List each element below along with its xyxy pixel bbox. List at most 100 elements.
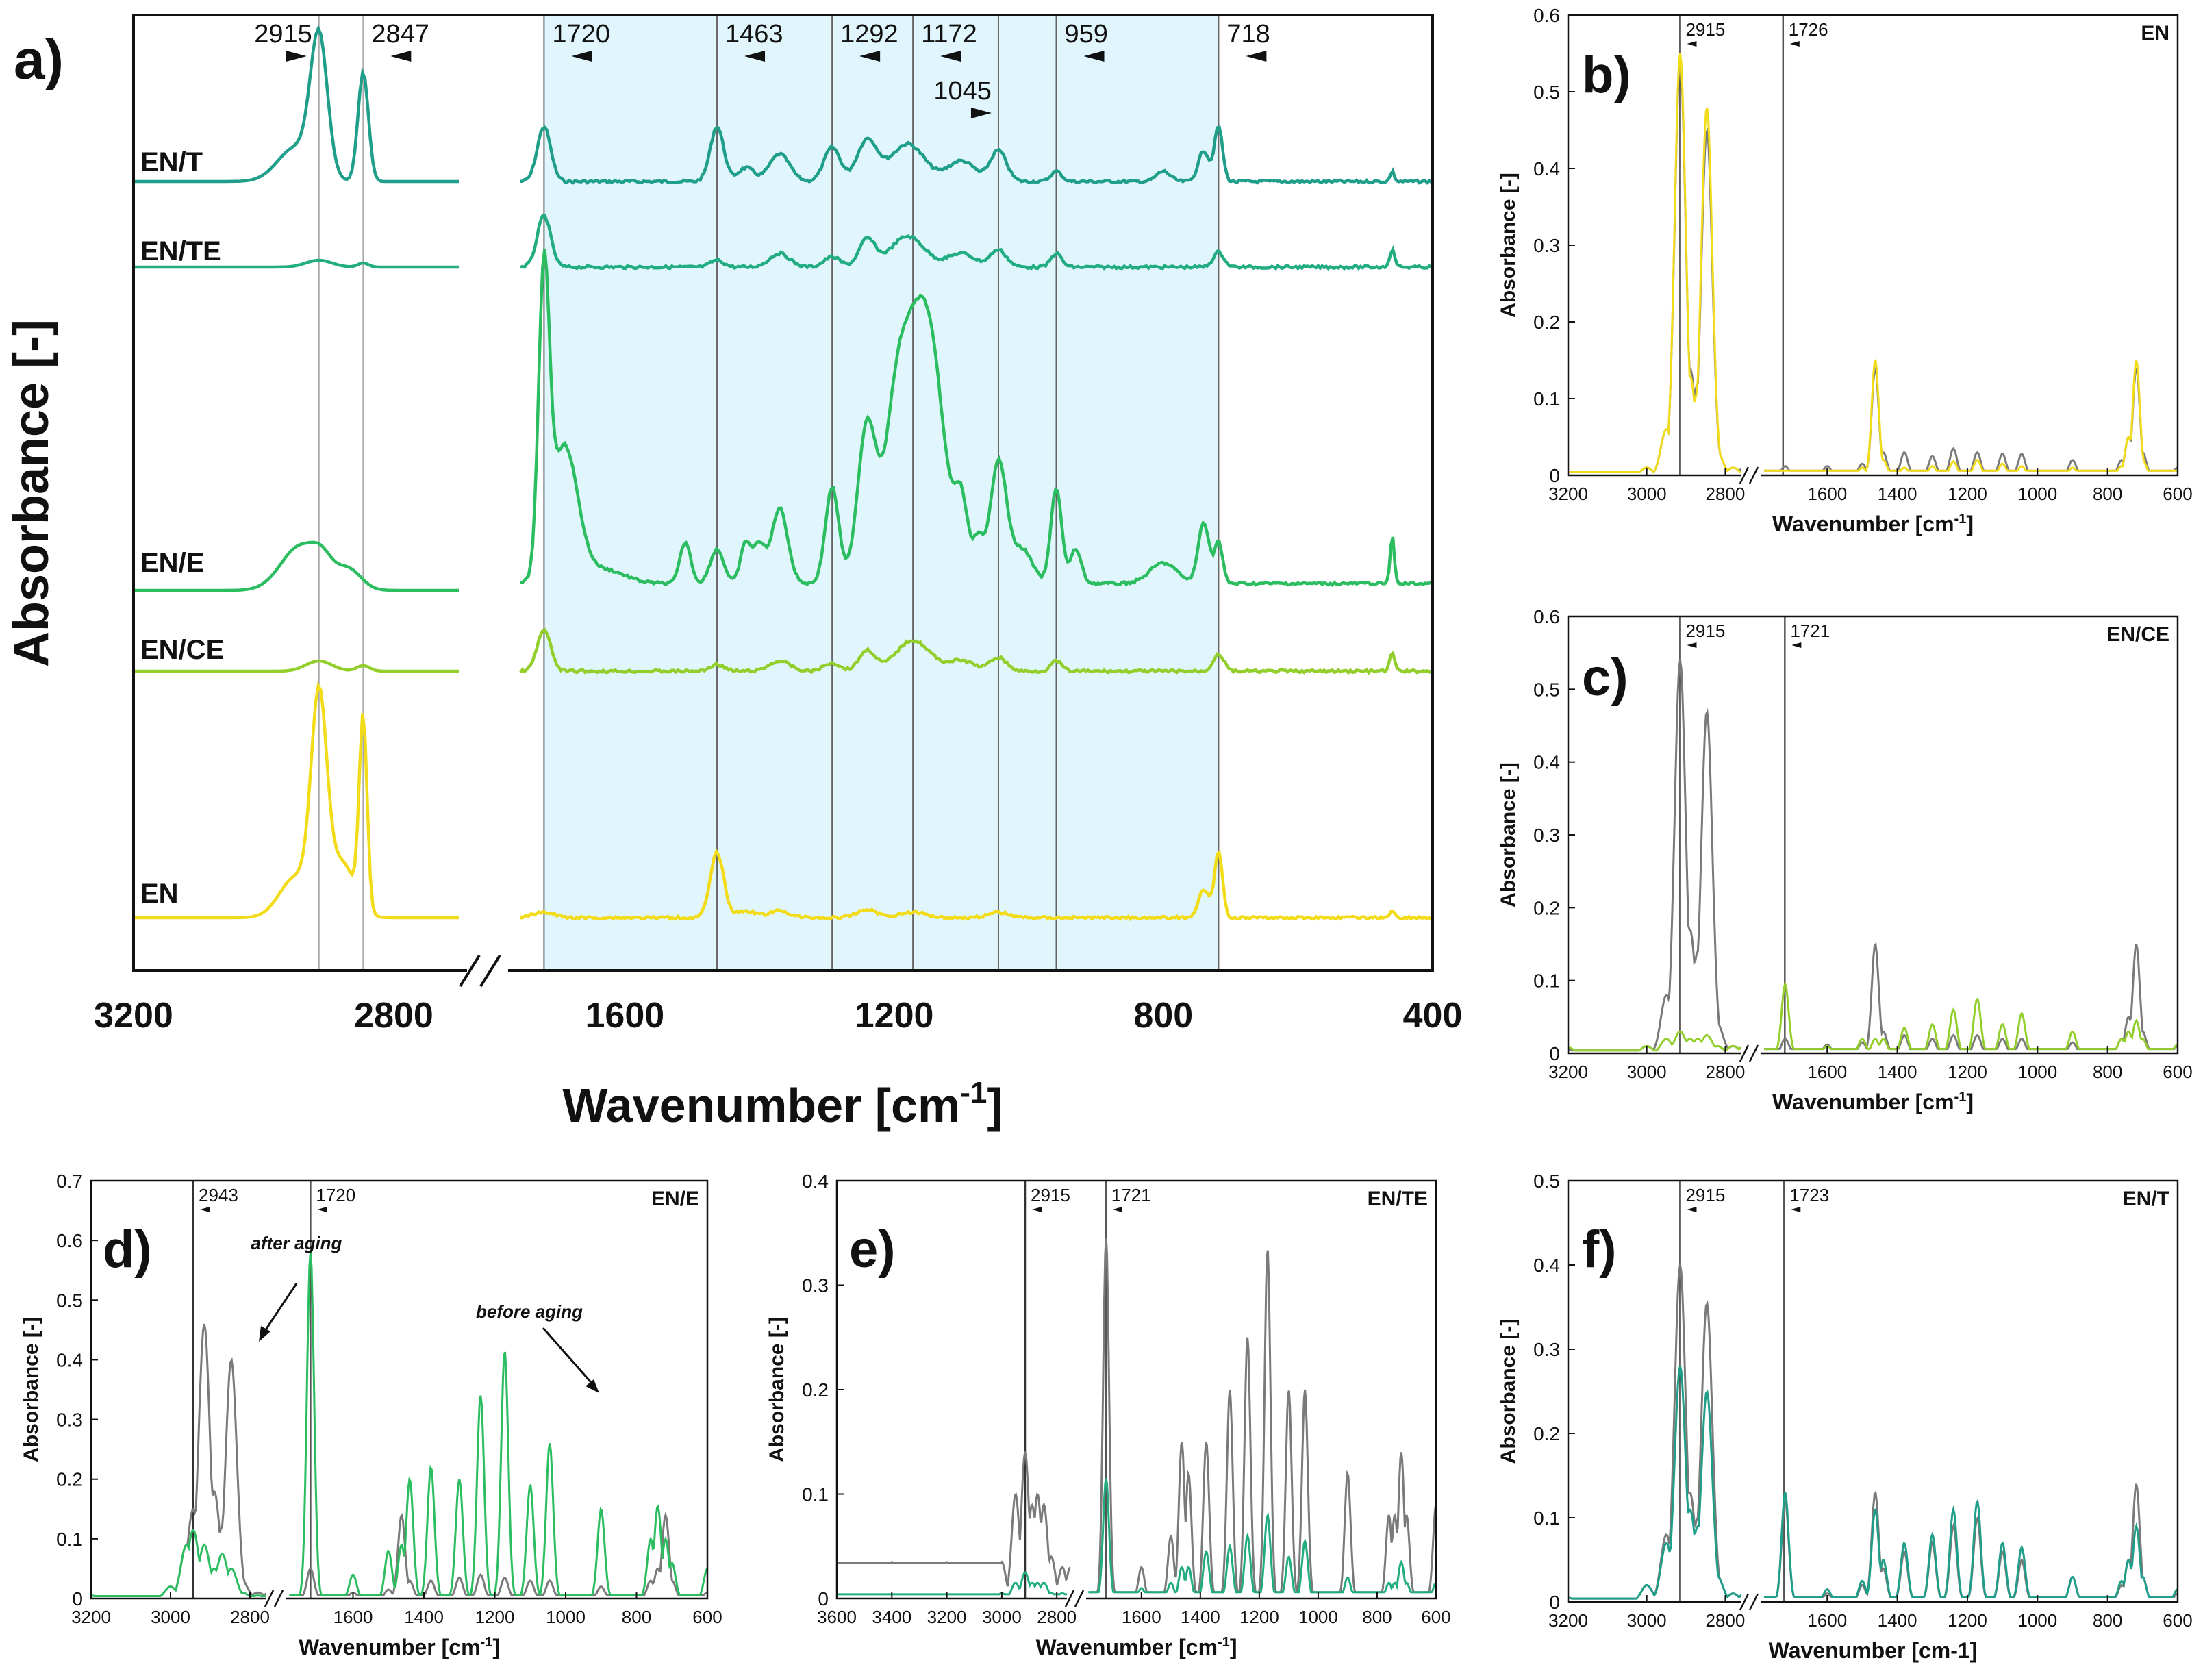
series-EN/T: EN/T bbox=[134, 24, 1433, 185]
marker-label-2943: 2943 bbox=[199, 1185, 238, 1205]
y-tick-label-0.5: 0.5 bbox=[1533, 1170, 1560, 1192]
x-tick-label-3600: 3600 bbox=[817, 1607, 857, 1627]
panel-xlabel: Wavenumber [cm-1] bbox=[1772, 512, 1974, 536]
panel-label: c) bbox=[1582, 649, 1628, 707]
x-tick-label-3200: 3200 bbox=[71, 1607, 111, 1627]
xlabel-sup: -1 bbox=[481, 1635, 493, 1650]
marker-arrow-2915 bbox=[1687, 1207, 1697, 1212]
x-tick-label-800: 800 bbox=[2093, 1062, 2122, 1082]
panel-xlabel: Wavenumber [cm-1] bbox=[299, 1635, 500, 1659]
y-tick-label-0.1: 0.1 bbox=[1533, 388, 1560, 410]
series-line-right-aged bbox=[1088, 1238, 1437, 1594]
panel-a-label: a) bbox=[14, 29, 64, 91]
xlabel-end: ] bbox=[1230, 1635, 1237, 1659]
axis-break-mark bbox=[1074, 1590, 1085, 1607]
x-tick-label-3000: 3000 bbox=[1627, 1610, 1667, 1631]
marker-arrow-1172 bbox=[940, 51, 961, 62]
y-tick-label-0.3: 0.3 bbox=[1533, 825, 1560, 846]
series-line-left-EN/T bbox=[134, 24, 459, 184]
panel-a-shaded-region bbox=[544, 15, 1219, 970]
x-tick-label-3400: 3400 bbox=[872, 1607, 911, 1627]
series-line-right-sample bbox=[1764, 981, 2178, 1051]
series-line-right-EN bbox=[520, 848, 1432, 922]
marker-label-1720: 1720 bbox=[316, 1185, 355, 1205]
y-tick-label-0.6: 0.6 bbox=[1533, 5, 1560, 26]
x-tick-label-2800: 2800 bbox=[1037, 1607, 1077, 1627]
series-line-right-aged bbox=[1764, 365, 2178, 472]
x-tick-label-1600: 1600 bbox=[1807, 484, 1847, 504]
series-line-left-sample bbox=[1568, 1030, 1746, 1052]
marker-arrow-2915 bbox=[286, 51, 307, 62]
series-line-left-aged bbox=[1568, 61, 1746, 473]
x-tick-label-1000: 1000 bbox=[2017, 484, 2057, 504]
marker-label-2915: 2915 bbox=[1031, 1185, 1070, 1205]
panel-frame bbox=[835, 1179, 1437, 1600]
marker-arrow-1721 bbox=[1791, 642, 1802, 648]
marker-label-2915: 2915 bbox=[1685, 620, 1725, 641]
panel-e: 2915 1721 0 0.1 0.2 0.3 0.4 3600 3400 3200 3000 280… bbox=[766, 1170, 1451, 1659]
series-line-left-EN/E bbox=[134, 540, 459, 592]
marker-arrow-1463 bbox=[744, 51, 766, 62]
panel-a-xlabel: Wavenumber [cm-1] bbox=[562, 1076, 1003, 1132]
y-tick-label-0.5: 0.5 bbox=[1533, 82, 1560, 103]
y-tick-label-0.5: 0.5 bbox=[56, 1290, 83, 1311]
y-tick-label-0.1: 0.1 bbox=[1533, 1507, 1560, 1529]
x-tick-label-2800: 2800 bbox=[1706, 1062, 1746, 1082]
marker-arrow-1045 bbox=[970, 108, 992, 118]
x-tick-label-1400: 1400 bbox=[1878, 1062, 1917, 1082]
series-line-right-sample bbox=[289, 1252, 708, 1596]
panel-a-x-ticks: 3200 2800 1600 1200 800 400 bbox=[94, 996, 1462, 1036]
series-line-left-sample bbox=[1568, 53, 1746, 473]
x-tick-label-600: 600 bbox=[1421, 1607, 1450, 1627]
y-tick-label-0.2: 0.2 bbox=[1533, 1423, 1560, 1444]
x-tick-label-3000: 3000 bbox=[982, 1607, 1022, 1627]
panel-ylabel: Absorbance [-] bbox=[766, 1317, 788, 1462]
y-tick-label-0.3: 0.3 bbox=[802, 1275, 829, 1296]
annotation-before-aging: before aging bbox=[476, 1301, 583, 1322]
series-line-right-EN/TE bbox=[520, 214, 1433, 271]
series-line-left-aged bbox=[90, 1323, 270, 1597]
x-tick-label-1000: 1000 bbox=[2017, 1062, 2057, 1082]
marker-label-1045: 1045 bbox=[933, 77, 992, 105]
axis-break-mark bbox=[1739, 1593, 1750, 1611]
x-tick-label-400: 400 bbox=[1403, 996, 1463, 1036]
x-tick-label-1400: 1400 bbox=[1878, 1610, 1917, 1631]
marker-arrow-1723 bbox=[1791, 1207, 1801, 1212]
marker-label-1720: 1720 bbox=[552, 20, 610, 49]
marker-arrow-1726 bbox=[1789, 41, 1800, 47]
y-tick-label-0.4: 0.4 bbox=[802, 1170, 829, 1192]
y-tick-label-0.1: 0.1 bbox=[1533, 970, 1560, 992]
x-tick-label-1000: 1000 bbox=[1298, 1607, 1338, 1627]
x-tick-label-600: 600 bbox=[692, 1607, 722, 1627]
marker-label-1721: 1721 bbox=[1790, 620, 1830, 641]
y-tick-label-0.1: 0.1 bbox=[802, 1484, 829, 1505]
panel-a-ylabel: Absorbance [-] bbox=[4, 319, 59, 667]
marker-arrow-2915 bbox=[1687, 41, 1697, 47]
axis-break-mark bbox=[264, 1590, 275, 1607]
series-EN: EN bbox=[134, 681, 1432, 922]
series-line-right-sample bbox=[1088, 1478, 1437, 1594]
xlabel-main: Wavenumber [cm bbox=[299, 1635, 481, 1659]
x-tick-label-600: 600 bbox=[2163, 1062, 2192, 1082]
panel-xlabel: Wavenumber [cm-1] bbox=[1769, 1638, 1978, 1663]
x-tick-label-2800: 2800 bbox=[354, 996, 433, 1036]
series-line-right-sample bbox=[1764, 1492, 2178, 1598]
xlabel-main: Wavenumber [cm bbox=[1772, 1090, 1954, 1114]
xlabel-end: ] bbox=[1966, 512, 1974, 536]
series-line-left-aged bbox=[1568, 1264, 1746, 1600]
x-tick-label-2800: 2800 bbox=[230, 1607, 270, 1627]
xlabel-sup: -1 bbox=[1954, 1090, 1967, 1105]
x-tick-label-1200: 1200 bbox=[855, 996, 934, 1036]
panel-xlabel: Wavenumber [cm-1] bbox=[1036, 1635, 1237, 1659]
x-tick-label-1200: 1200 bbox=[1948, 1062, 1987, 1082]
x-tick-label-800: 800 bbox=[1133, 996, 1193, 1036]
xlabel-sup: -1 bbox=[1954, 512, 1967, 527]
panel-frame bbox=[1567, 1179, 2179, 1603]
series-line-left-sample bbox=[837, 1571, 1071, 1596]
y-tick-label-0.2: 0.2 bbox=[56, 1469, 83, 1490]
panel-a-marker-lines: 2915 2847 1720 1463 1292 1172 1045 959 718 bbox=[254, 15, 1270, 970]
y-tick-label-0.3: 0.3 bbox=[1533, 1339, 1560, 1360]
marker-label-959: 959 bbox=[1064, 20, 1107, 49]
annotation-arrowhead bbox=[586, 1379, 599, 1393]
x-tick-label-2800: 2800 bbox=[1706, 1610, 1746, 1631]
